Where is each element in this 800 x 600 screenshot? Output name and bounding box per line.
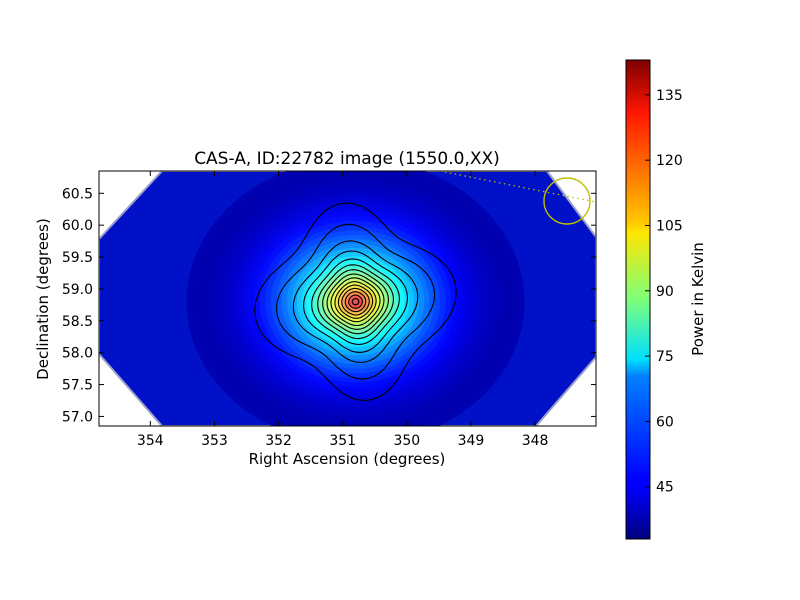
contour-line [348, 294, 363, 309]
contour-line [341, 287, 370, 316]
x-axis-label: Right Ascension (degrees) [249, 450, 446, 468]
contour-line [254, 202, 457, 402]
contour-line [351, 297, 360, 306]
x-tick-label: 353 [201, 433, 228, 449]
y-tick-label: 59.0 [62, 282, 93, 298]
x-tick-label: 350 [393, 433, 420, 449]
y-tick-label: 58.5 [62, 314, 93, 330]
contour-line [330, 277, 381, 327]
y-tick-label: 59.5 [62, 250, 93, 266]
contour-line [326, 273, 385, 330]
colorbar-ticks: 45 60 75 90 105 120 135 [645, 88, 683, 496]
y-axis: 57.0 57.5 58.0 58.5 59.0 59.5 60.0 60.5 [62, 186, 596, 425]
y-tick-label: 60.0 [62, 218, 93, 234]
x-tick-label: 349 [458, 433, 485, 449]
contour-line [317, 264, 394, 340]
y-tick-label: 57.0 [62, 409, 93, 425]
x-tick-label: 348 [522, 433, 549, 449]
beam-circle [543, 177, 591, 225]
colorbar-tick-label: 135 [656, 88, 683, 104]
colorbar-tick-label: 75 [656, 349, 674, 365]
colorbar-tick-label: 120 [656, 153, 683, 169]
y-axis-label: Declination (degrees) [34, 218, 52, 380]
colorbar-tick-label: 60 [656, 414, 674, 430]
colorbar-tick-label: 90 [656, 284, 674, 300]
plot-area [99, 171, 596, 426]
contour-line [337, 284, 374, 319]
y-tick-label: 57.5 [62, 378, 93, 394]
x-tick-label: 352 [265, 433, 292, 449]
contour-line [344, 291, 367, 313]
colorbar-tick-label: 45 [656, 480, 674, 496]
x-tick-label: 354 [137, 433, 164, 449]
colorbar [625, 59, 651, 540]
y-tick-label: 58.0 [62, 346, 93, 362]
contour-line [322, 269, 389, 335]
contour-line [275, 223, 436, 380]
axes-frame [98, 170, 597, 427]
contour-line [334, 281, 377, 323]
colorbar-tick-label: 105 [656, 218, 683, 234]
contour-line [311, 258, 400, 346]
contour-line [303, 250, 409, 353]
colorbar-label: Power in Kelvin [689, 242, 707, 356]
contour-layer [254, 202, 457, 402]
x-tick-label: 351 [329, 433, 356, 449]
chart-title: CAS-A, ID:22782 image (1550.0,XX) [194, 149, 500, 169]
x-axis: 354 353 352 351 350 349 348 [137, 171, 549, 449]
contour-line [292, 240, 419, 364]
y-tick-label: 60.5 [62, 186, 93, 202]
